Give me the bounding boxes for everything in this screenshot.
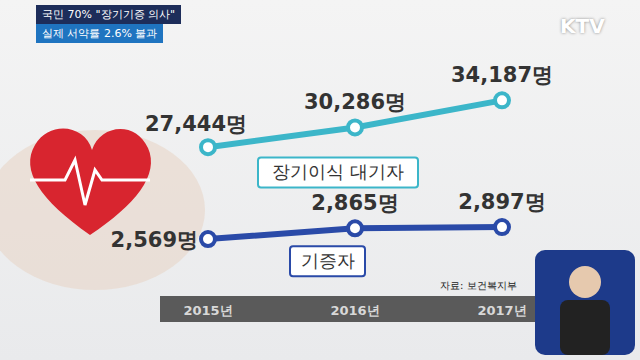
svg-text:2015년: 2015년 <box>183 303 232 318</box>
svg-text:2,865명: 2,865명 <box>311 191 398 215</box>
svg-text:기증자: 기증자 <box>301 250 355 271</box>
svg-text:27,444명: 27,444명 <box>145 112 247 136</box>
html-text:실제 서약률 2.6% 불과: 실제 서약률 2.6% 불과 <box>42 27 158 40</box>
html-text:자료: 보건복지부: 자료: 보건복지부 <box>440 280 517 291</box>
svg-text:34,187명: 34,187명 <box>451 63 553 87</box>
svg-text:장기이식 대기자: 장기이식 대기자 <box>272 161 404 182</box>
html-text:KTV: KTV <box>560 14 605 38</box>
svg-text:2,897명: 2,897명 <box>458 190 545 214</box>
svg-text:2016년: 2016년 <box>330 303 379 318</box>
html-text:국민 70% "장기기증 의사": 국민 70% "장기기증 의사" <box>42 8 176 21</box>
svg-text:30,286명: 30,286명 <box>304 90 406 114</box>
svg-text:2,569명: 2,569명 <box>111 228 198 252</box>
svg-text:2017년: 2017년 <box>477 303 526 318</box>
